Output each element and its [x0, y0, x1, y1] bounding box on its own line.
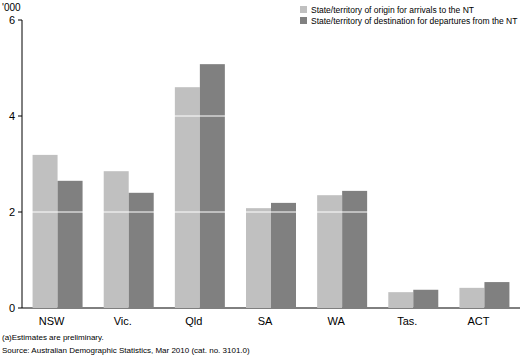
x-tick-label: WA: [327, 315, 345, 327]
y-tick: [18, 116, 22, 117]
x-tick-label: ACT: [467, 315, 489, 327]
legend-label: State/territory of destination for depar…: [311, 16, 517, 26]
bar: [342, 191, 367, 308]
bar: [58, 181, 83, 308]
y-tick-label: 4: [9, 110, 15, 122]
bar: [388, 292, 413, 308]
bar: [129, 193, 154, 308]
legend-label: State/territory of origin for arrivals t…: [311, 5, 474, 15]
chart: 0 2 4 6'000 NSW Vic. Qld SA WA Tas. ACT State/terri…: [0, 0, 529, 363]
bar: [200, 64, 225, 308]
bar: [459, 288, 484, 308]
x-tick-label: Tas.: [397, 315, 417, 327]
bar: [104, 171, 129, 308]
bars: [33, 64, 510, 308]
footnote: (a)Estimates are preliminary.: [2, 333, 104, 342]
y-tick: [18, 20, 22, 21]
legend-swatch: [300, 17, 307, 24]
y-axis-label: '000: [2, 2, 21, 13]
x-tick-label: SA: [258, 315, 273, 327]
bar: [484, 282, 509, 308]
y-tick-label: 0: [9, 302, 15, 314]
grid-line: [23, 212, 520, 213]
y-axis: [22, 20, 23, 308]
bar: [33, 155, 58, 308]
bar: [175, 87, 200, 308]
bar: [413, 290, 438, 308]
y-tick-label: 2: [9, 206, 15, 218]
bar: [246, 208, 271, 308]
footnote: Source: Australian Demographic Statistic…: [2, 346, 250, 355]
y-tick: [18, 212, 22, 213]
legend-swatch: [300, 6, 307, 13]
y-tick-label: 6: [9, 14, 15, 26]
y-tick: [18, 308, 22, 309]
x-tick-label: NSW: [39, 315, 65, 327]
x-tick-label: Qld: [185, 315, 202, 327]
grid-line: [23, 116, 520, 117]
bar: [271, 203, 296, 308]
x-tick-label: Vic.: [114, 315, 132, 327]
